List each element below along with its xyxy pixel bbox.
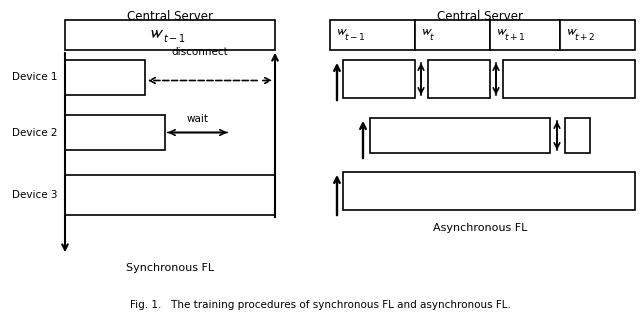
Bar <box>343 172 635 210</box>
Text: Central Server: Central Server <box>127 10 213 23</box>
Bar <box>503 60 635 98</box>
Bar <box>560 20 635 50</box>
Text: Fig. 1.   The training procedures of synchronous FL and asynchronous FL.: Fig. 1. The training procedures of synch… <box>129 300 511 310</box>
Bar <box>65 115 165 150</box>
Bar <box>490 20 560 50</box>
Text: Device 3: Device 3 <box>13 190 58 200</box>
Text: $t-1$: $t-1$ <box>163 32 186 44</box>
Bar <box>65 60 145 95</box>
Text: $t+2$: $t+2$ <box>574 30 595 42</box>
Bar <box>330 20 415 50</box>
Text: $\mathcal{w}$: $\mathcal{w}$ <box>495 24 508 38</box>
Text: $\mathcal{w}$: $\mathcal{w}$ <box>420 24 433 38</box>
Bar <box>343 60 415 98</box>
Text: Central Server: Central Server <box>437 10 523 23</box>
Text: Asynchronous FL: Asynchronous FL <box>433 223 527 233</box>
Text: $t$: $t$ <box>429 30 435 42</box>
Text: wait: wait <box>187 115 209 125</box>
Text: Device 1: Device 1 <box>13 73 58 83</box>
Bar <box>65 175 275 215</box>
Bar <box>415 20 490 50</box>
Bar <box>65 20 275 50</box>
Text: $t+1$: $t+1$ <box>504 30 525 42</box>
Text: Device 2: Device 2 <box>13 127 58 137</box>
Text: Synchronous FL: Synchronous FL <box>126 263 214 273</box>
Text: disconnect: disconnect <box>172 47 228 57</box>
Bar <box>565 118 590 153</box>
Text: $\mathcal{w}$: $\mathcal{w}$ <box>335 24 348 38</box>
Bar <box>428 60 490 98</box>
Bar <box>370 118 550 153</box>
Text: $\mathcal{w}$: $\mathcal{w}$ <box>565 24 578 38</box>
Text: $\mathcal{w}$: $\mathcal{w}$ <box>148 24 164 42</box>
Text: $t-1$: $t-1$ <box>344 30 365 42</box>
